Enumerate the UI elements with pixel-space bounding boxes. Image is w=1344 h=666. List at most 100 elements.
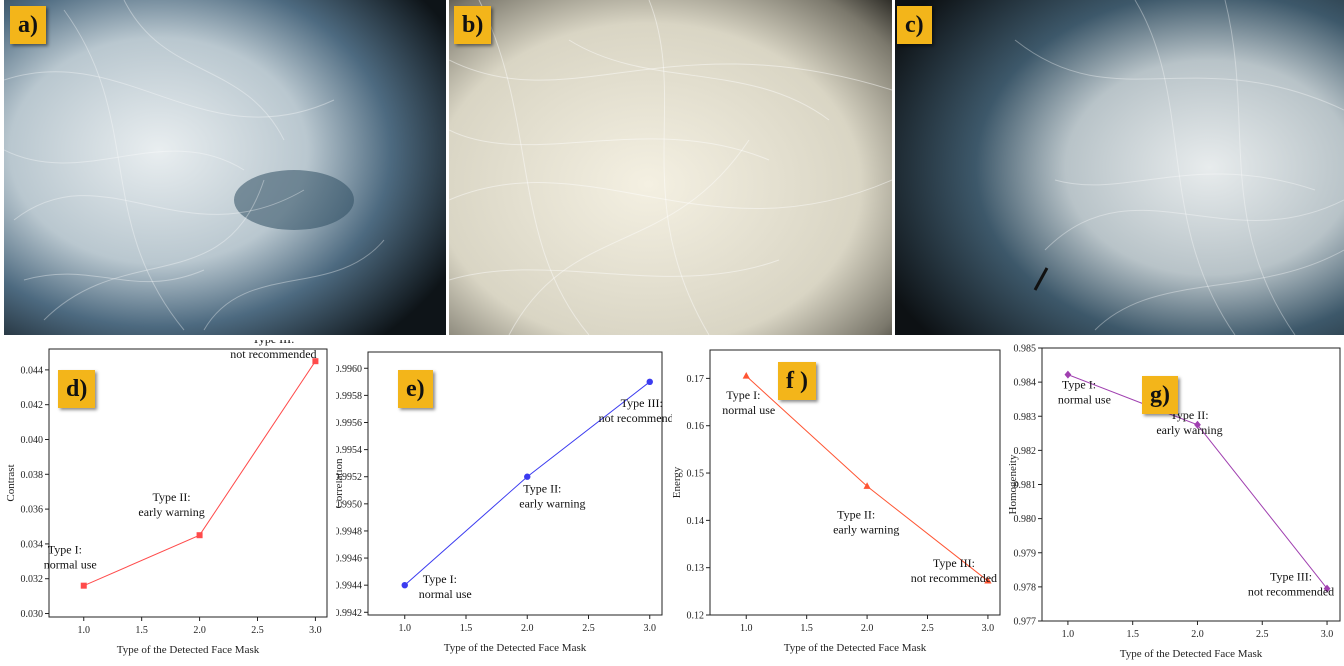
y-tick-label: 0.980 [1014, 514, 1037, 525]
y-tick-label: 0.9954 [336, 445, 362, 456]
y-tick-label: 0.9950 [336, 499, 362, 510]
chart-svg: 1.0 1.5 2.0 2.5 3.0 0.030 0.032 0.034 0.036 0.038… [5, 332, 328, 656]
x-tick-label: 2.5 [921, 623, 934, 634]
y-tick-label: 0.15 [687, 469, 705, 480]
panel-tag-c: c) [897, 6, 932, 44]
annotation-label: normal use [1058, 393, 1111, 407]
annotation-label: normal use [419, 587, 472, 601]
x-axis-title: Type of the Detected Face Mask [1120, 648, 1263, 660]
y-tick-label: 0.985 [1014, 344, 1037, 355]
annotation-label: early warning [1156, 423, 1222, 437]
x-tick-label: 2.5 [251, 625, 264, 636]
y-tick-label: 0.14 [687, 516, 705, 527]
y-axis-title: Energy [672, 466, 683, 498]
x-tick-label: 2.5 [1256, 629, 1269, 640]
panel-tag-a: a) [10, 6, 46, 44]
chart-contrast: 1.0 1.5 2.0 2.5 3.0 0.030 0.032 0.034 0.036 0.038… [0, 332, 336, 661]
annotation-label: Type III: [252, 340, 294, 346]
y-tick-label: 0.979 [1014, 548, 1037, 559]
x-tick-label: 2.0 [521, 623, 534, 634]
microscope-photo-c [895, 0, 1344, 335]
y-tick-label: 0.983 [1014, 412, 1037, 423]
chart-svg: 1.0 1.5 2.0 2.5 3.0 0.977 0.978 0.979 0.980 0.981… [1007, 344, 1341, 660]
y-tick-label: 0.040 [21, 435, 44, 446]
y-tick-label: 0.044 [21, 365, 44, 376]
x-tick-label: 3.0 [644, 623, 657, 634]
microscope-photo-a [4, 0, 446, 335]
y-tick-label: 0.13 [687, 563, 705, 574]
annotation-label: early warning [833, 522, 899, 536]
y-tick-label: 0.981 [1014, 480, 1037, 491]
data-point [863, 482, 871, 489]
annotation-label: Type I: [423, 572, 457, 586]
x-tick-label: 1.0 [740, 623, 753, 634]
panel-tag-g: g) [1142, 376, 1178, 414]
annotation-label: early warning [138, 505, 204, 519]
plot-frame [367, 351, 663, 616]
y-tick-label: 0.978 [1014, 582, 1037, 593]
series-line [83, 360, 316, 587]
x-axis-title: Type of the Detected Face Mask [444, 642, 587, 654]
y-tick-label: 0.036 [21, 505, 44, 516]
annotation-label: Type I: [1062, 378, 1096, 392]
y-tick-label: 0.9958 [336, 391, 362, 402]
annotation-label: Type I: [726, 388, 760, 402]
annotation-label: not recommended [911, 571, 997, 585]
x-tick-label: 1.0 [399, 623, 412, 634]
y-tick-label: 0.042 [21, 400, 44, 411]
x-axis-title: Type of the Detected Face Mask [117, 644, 260, 656]
y-tick-label: 0.9960 [336, 364, 362, 375]
x-tick-label: 3.0 [1321, 629, 1334, 640]
x-tick-label: 1.5 [1126, 629, 1139, 640]
x-tick-label: 2.0 [193, 625, 206, 636]
annotation-label: Type III: [621, 396, 663, 410]
y-tick-label: 0.9952 [336, 472, 362, 483]
data-point [646, 378, 653, 386]
annotation-label: Type II: [837, 507, 875, 521]
x-tick-label: 1.5 [135, 625, 148, 636]
y-tick-label: 0.9948 [336, 526, 362, 537]
annotation-label: normal use [44, 558, 97, 572]
data-point [401, 581, 408, 589]
annotation-label: normal use [722, 403, 775, 417]
x-tick-label: 1.5 [460, 623, 473, 634]
data-point [1194, 420, 1201, 429]
panel-tag-f: f ) [778, 362, 816, 400]
x-axis-title: Type of the Detected Face Mask [784, 642, 927, 654]
y-tick-label: 0.982 [1014, 446, 1037, 457]
panel-tag-e: e) [398, 370, 433, 408]
x-tick-label: 2.0 [861, 623, 874, 634]
data-point [1323, 584, 1331, 593]
annotation-label: Type III: [1270, 570, 1312, 584]
x-tick-label: 2.0 [1191, 629, 1204, 640]
y-tick-label: 0.038 [21, 470, 44, 481]
y-axis-title: Homogeneity [1008, 454, 1019, 514]
chart-energy: 1.0 1.5 2.0 2.5 3.0 0.12 0.13 0.14 0.15 0.16 0.17 T… [671, 340, 1008, 661]
data-point [196, 532, 203, 539]
data-point [312, 358, 319, 365]
y-tick-label: 0.9944 [336, 581, 362, 592]
chart-correlation: 1.0 1.5 2.0 2.5 3.0 0.9942 0.9944 0.9946 0.9948 0… [333, 340, 685, 661]
y-tick-label: 0.9956 [336, 418, 362, 429]
y-tick-label: 0.034 [21, 539, 44, 550]
y-axis-title: Correlation [336, 458, 345, 509]
annotation-label: Type I: [48, 543, 82, 557]
annotation-label: Type II: [523, 482, 561, 496]
data-point [984, 576, 992, 584]
series-line [1067, 374, 1328, 589]
y-tick-label: 0.17 [687, 374, 705, 385]
y-tick-label: 0.984 [1014, 378, 1037, 389]
annotation-label: not recommended [230, 347, 316, 361]
y-tick-label: 0.9946 [336, 554, 362, 565]
annotation-label: not recommended [1248, 585, 1334, 599]
y-tick-label: 0.032 [21, 574, 44, 585]
chart-svg: 1.0 1.5 2.0 2.5 3.0 0.9942 0.9944 0.9946 0.9948 0… [333, 351, 685, 654]
series-line [745, 375, 989, 582]
x-tick-label: 3.0 [309, 625, 322, 636]
panel-tag-d: d) [58, 370, 96, 408]
annotation-label: not recommended [599, 411, 672, 425]
y-tick-label: 0.9942 [336, 608, 362, 619]
annotation-label: Type II: [153, 490, 191, 504]
chart-homogeneity: 1.0 1.5 2.0 2.5 3.0 0.977 0.978 0.979 0.980 0.981… [1007, 340, 1344, 661]
chart-svg: 1.0 1.5 2.0 2.5 3.0 0.12 0.13 0.14 0.15 0.16 0.17 T… [671, 349, 1001, 654]
